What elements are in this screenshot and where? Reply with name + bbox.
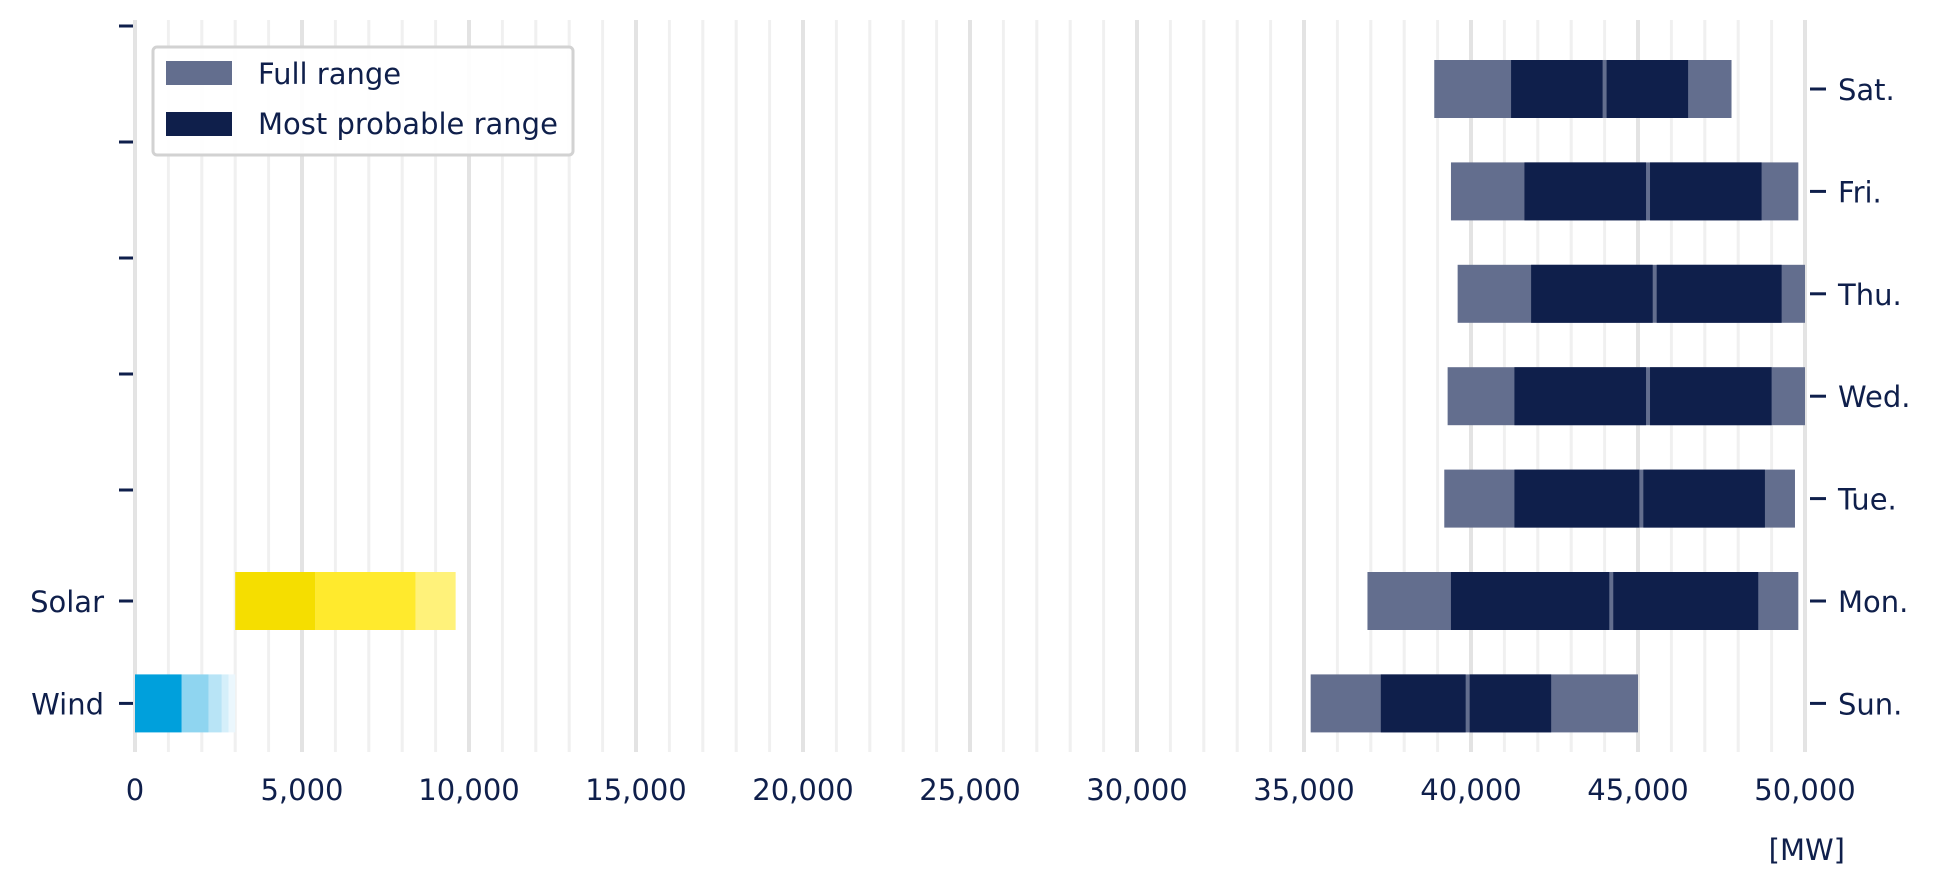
x-tick-label: 25,000 — [919, 773, 1020, 807]
unit-label: [MW] — [1769, 833, 1845, 867]
x-tick-label: 15,000 — [585, 773, 686, 807]
x-tick-label: 45,000 — [1587, 773, 1688, 807]
left-axis-label-wind: Wind — [31, 687, 104, 721]
right-axis-label-fri: Fri. — [1838, 175, 1882, 209]
bar-most-probable-range-thu-lower — [1531, 264, 1653, 323]
bar-most-probable-range-sat-upper — [1606, 60, 1689, 118]
right-axis-label-sat: Sat. — [1838, 73, 1895, 107]
x-tick-label: 40,000 — [1420, 773, 1521, 807]
bars — [135, 60, 1805, 733]
right-axis-label-wed: Wed. — [1838, 380, 1910, 414]
bar-solar-segment-1 — [235, 572, 316, 630]
bar-most-probable-range-sun-upper — [1469, 674, 1552, 733]
x-tick-label: 0 — [126, 773, 144, 807]
bar-solar-segment-3 — [415, 572, 456, 630]
bar-most-probable-range-mon-lower — [1450, 572, 1610, 630]
right-axis-label-thu: Thu. — [1837, 278, 1902, 312]
legend-swatch-most-probable-range — [166, 112, 232, 136]
bar-most-probable-range-fri-upper — [1650, 162, 1762, 221]
x-tick-label: 35,000 — [1253, 773, 1354, 807]
legend-swatch-full-range — [166, 61, 232, 85]
bar-wind-segment-3 — [208, 674, 222, 733]
bar-most-probable-range-sun-lower — [1380, 674, 1466, 733]
legend-label-full-range: Full range — [258, 57, 401, 91]
bar-most-probable-range-thu-upper — [1656, 264, 1782, 323]
x-tick-label: 10,000 — [418, 773, 519, 807]
bar-most-probable-range-mon-upper — [1613, 572, 1759, 630]
legend: Full range Most probable range — [151, 45, 575, 157]
bar-most-probable-range-wed-lower — [1514, 367, 1647, 426]
bar-most-probable-range-tue-lower — [1514, 469, 1640, 528]
right-axis-label-sun: Sun. — [1838, 687, 1902, 721]
bar-wind-segment-5 — [228, 674, 236, 733]
x-tick-label: 20,000 — [752, 773, 853, 807]
right-axis-label-tue: Tue. — [1837, 483, 1897, 517]
bar-most-probable-range-fri-lower — [1524, 162, 1647, 221]
bar-most-probable-range-wed-upper — [1650, 367, 1772, 426]
legend-label-most-probable-range: Most probable range — [258, 107, 558, 141]
left-axis-label-solar: Solar — [30, 585, 104, 619]
legend-frame — [151, 45, 575, 157]
bar-most-probable-range-tue-upper — [1643, 469, 1765, 528]
bar-wind-segment-2 — [181, 674, 209, 733]
bar-wind-segment-1 — [135, 674, 182, 733]
axes: 0 5,000 10,000 15,000 20,000 25,000 30,000 35,0… — [30, 20, 1910, 807]
bar-most-probable-range-sat-lower — [1511, 60, 1603, 118]
x-tick-label: 5,000 — [260, 773, 343, 807]
bar-solar-segment-2 — [315, 572, 416, 630]
bar-wind-segment-4 — [221, 674, 229, 733]
x-tick-label: 50,000 — [1754, 773, 1855, 807]
right-axis-label-mon: Mon. — [1838, 585, 1908, 619]
x-tick-label: 30,000 — [1086, 773, 1187, 807]
